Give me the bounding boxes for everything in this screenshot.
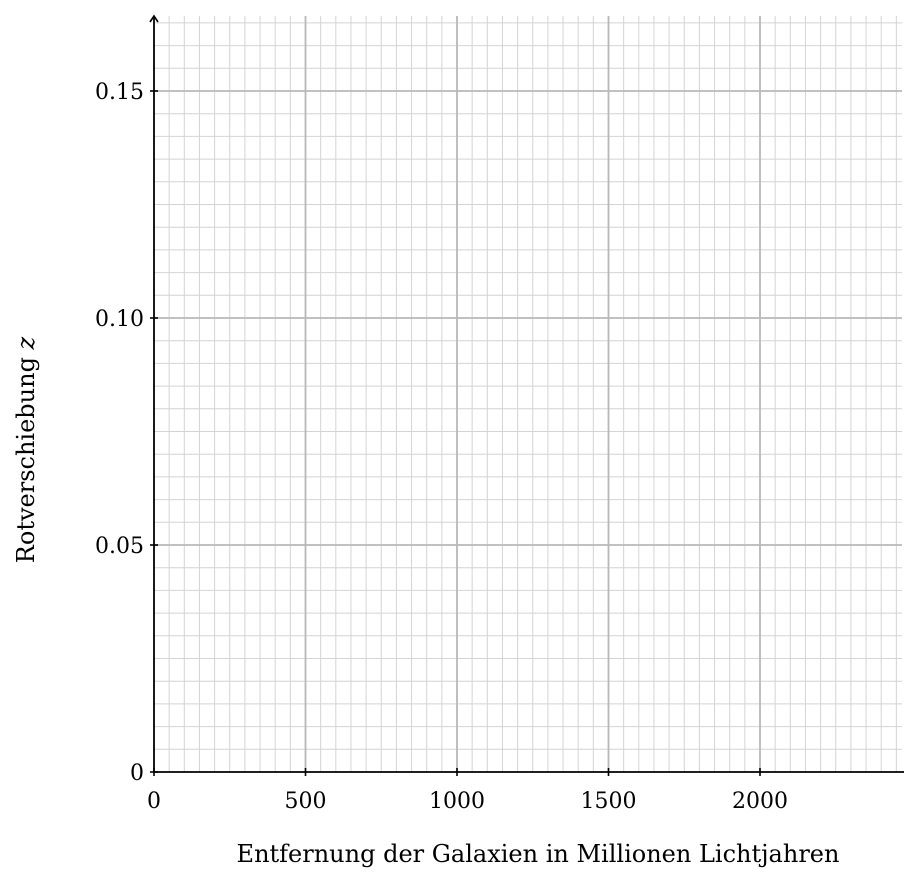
ticks: [150, 90, 761, 776]
tick-labels: 0 500 1000 1500 2000 0 0.05 0.10 0.15: [95, 80, 788, 814]
axes: [149, 14, 904, 773]
y-tick-label: 0.15: [95, 80, 144, 105]
y-tick-label: 0.10: [95, 307, 144, 332]
y-axis-title: Rotverschiebung z: [12, 336, 40, 563]
x-tick-label: 0: [147, 789, 161, 814]
x-tick-label: 1500: [581, 789, 637, 814]
x-tick-label: 500: [285, 789, 327, 814]
y-tick-label: 0: [130, 761, 144, 786]
major-grid: [154, 16, 902, 772]
y-axis-arrow: [149, 14, 159, 23]
y-axis-title-variable: z: [12, 336, 40, 350]
minor-grid: [154, 16, 902, 772]
x-axis-title: Entfernung der Galaxien in Millionen Lic…: [237, 840, 840, 868]
x-tick-label: 2000: [732, 789, 788, 814]
y-axis-title-text: Rotverschiebung: [12, 349, 40, 563]
x-tick-label: 1000: [429, 789, 485, 814]
y-tick-label: 0.05: [95, 534, 144, 559]
